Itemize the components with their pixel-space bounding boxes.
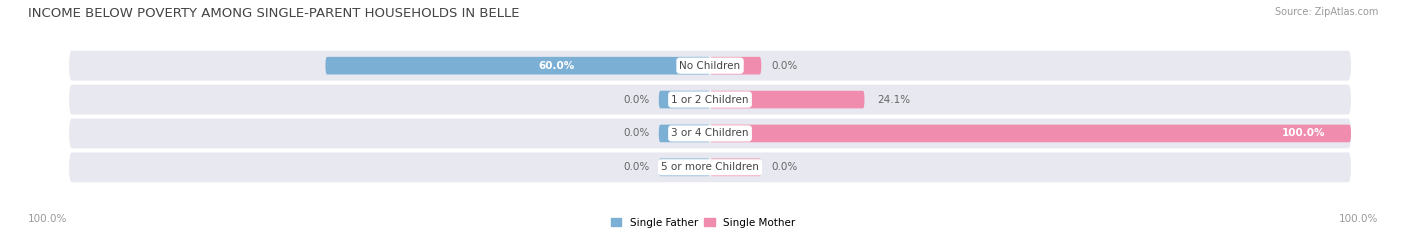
FancyBboxPatch shape [325,57,710,75]
FancyBboxPatch shape [710,91,865,108]
Text: 100.0%: 100.0% [28,214,67,224]
FancyBboxPatch shape [659,125,710,142]
Text: 100.0%: 100.0% [1282,128,1326,138]
Text: 0.0%: 0.0% [770,61,797,71]
Text: 100.0%: 100.0% [1339,214,1378,224]
Text: 0.0%: 0.0% [623,162,650,172]
Text: 0.0%: 0.0% [623,95,650,105]
Text: Source: ZipAtlas.com: Source: ZipAtlas.com [1274,7,1378,17]
Text: 5 or more Children: 5 or more Children [661,162,759,172]
FancyBboxPatch shape [69,119,1351,148]
Text: 24.1%: 24.1% [877,95,911,105]
Legend: Single Father, Single Mother: Single Father, Single Mother [610,218,796,228]
FancyBboxPatch shape [659,91,710,108]
FancyBboxPatch shape [659,158,710,176]
Text: No Children: No Children [679,61,741,71]
Text: 0.0%: 0.0% [770,162,797,172]
Text: 0.0%: 0.0% [623,128,650,138]
FancyBboxPatch shape [69,51,1351,81]
FancyBboxPatch shape [69,85,1351,114]
FancyBboxPatch shape [710,158,761,176]
Text: 60.0%: 60.0% [538,61,574,71]
FancyBboxPatch shape [69,152,1351,182]
Text: INCOME BELOW POVERTY AMONG SINGLE-PARENT HOUSEHOLDS IN BELLE: INCOME BELOW POVERTY AMONG SINGLE-PARENT… [28,7,520,20]
FancyBboxPatch shape [710,125,1351,142]
FancyBboxPatch shape [710,57,761,75]
Text: 1 or 2 Children: 1 or 2 Children [671,95,749,105]
Text: 3 or 4 Children: 3 or 4 Children [671,128,749,138]
